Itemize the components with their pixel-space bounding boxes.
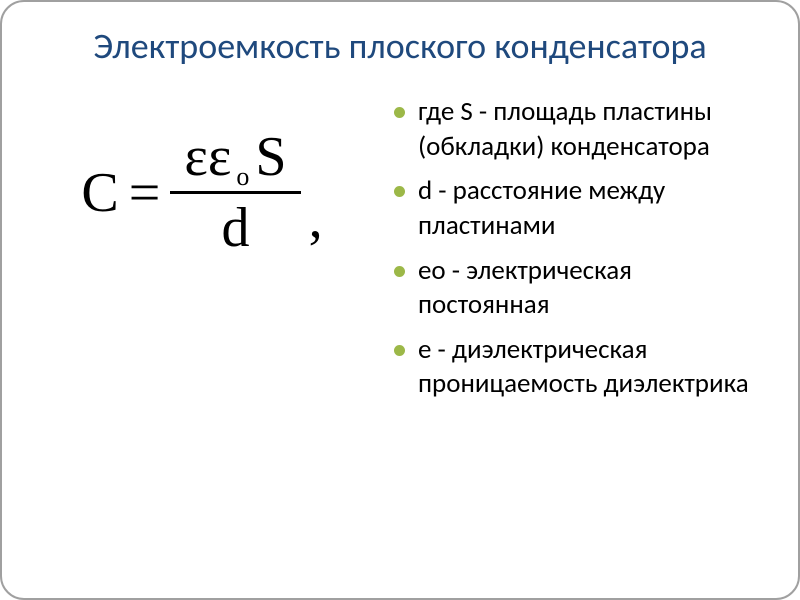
formula-column: C = ε ε о S d , — [32, 89, 372, 256]
capacitance-formula: C = ε ε о S d , — [81, 129, 322, 256]
equals-sign: = — [129, 165, 161, 221]
trailing-comma: , — [309, 191, 323, 247]
definitions-column: где S - площадь пластины (обкладки) конд… — [390, 89, 768, 411]
content-row: C = ε ε о S d , где S - площадь пластины… — [32, 89, 768, 411]
slide-frame: Электроемкость плоского конденсатора C =… — [0, 0, 800, 600]
subscript-o: о — [236, 164, 249, 190]
list-item: ео - электрическая постоянная — [390, 254, 768, 323]
epsilon-2: ε — [208, 129, 232, 185]
list-item: d - расстояние между пластинами — [390, 174, 768, 243]
list-item: е - диэлектрическая проницаемость диэлек… — [390, 333, 768, 402]
denominator: d — [207, 194, 263, 256]
epsilon-1: ε — [184, 129, 208, 185]
fraction: ε ε о S d — [170, 129, 300, 256]
slide-title: Электроемкость плоского конденсатора — [32, 26, 768, 67]
numerator: ε ε о S — [170, 129, 300, 191]
area-s: S — [255, 129, 286, 185]
formula-lhs: C — [81, 165, 118, 221]
definitions-list: где S - площадь пластины (обкладки) конд… — [390, 95, 768, 401]
list-item: где S - площадь пластины (обкладки) конд… — [390, 95, 768, 164]
